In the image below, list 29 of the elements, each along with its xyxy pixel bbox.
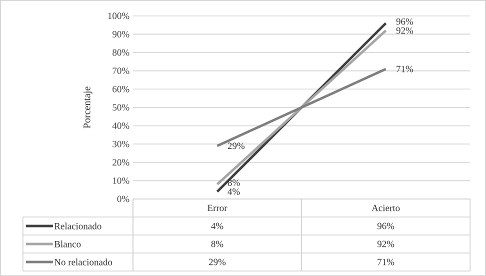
text: 8% [228,179,240,186]
y-tick-label: 10% [113,178,130,184]
y-tick-label: 20% [112,159,130,166]
x-tick-label: Error [208,204,228,212]
data-label: 4% [211,222,224,230]
data-label: 29% [208,258,226,266]
y-tick-label: 40% [112,122,130,130]
y-tick-label: 50% [112,104,130,111]
text: 71% [396,66,414,72]
y-tick-label: 90% [112,31,130,38]
legend-label: No relacionado [54,258,112,266]
legend-label: Blanco [54,240,81,248]
y-axis-title: Porcentaje [84,86,92,128]
text: 96% [396,18,414,25]
text: 4% [228,188,240,195]
data-label: 96% [377,222,394,230]
data-label: 71% [378,258,394,266]
text: 92% [396,27,414,34]
y-tick-label: 80% [112,49,130,56]
x-tick-label: Acierto [372,204,400,212]
y-tick-label: 30% [112,140,130,148]
text: 29% [228,142,245,150]
y-tick-label: 100% [108,12,130,20]
data-label: 92% [377,240,394,248]
y-tick-label: 70% [112,68,130,74]
y-tick-label: 0% [117,196,130,202]
data-label: 8% [211,240,224,248]
y-tick-label: 60% [112,86,130,92]
legend-label: Relacionado [54,222,102,230]
